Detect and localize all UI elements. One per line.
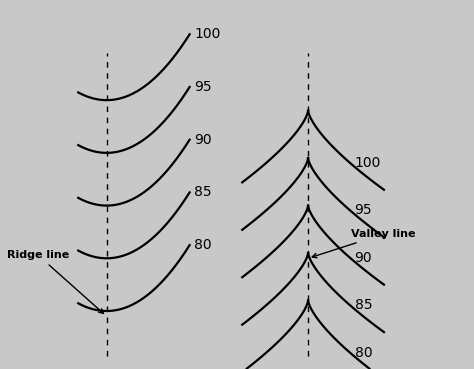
Text: 90: 90 (194, 133, 212, 147)
Text: 80: 80 (355, 345, 372, 359)
Text: 95: 95 (194, 80, 212, 94)
Text: Ridge line: Ridge line (7, 250, 103, 313)
Text: 95: 95 (355, 203, 372, 217)
Text: 85: 85 (355, 298, 372, 312)
Text: 100: 100 (355, 156, 381, 170)
Text: 90: 90 (355, 251, 372, 265)
Text: Valley line: Valley line (312, 229, 415, 258)
Text: 85: 85 (194, 185, 212, 199)
Text: 100: 100 (194, 27, 221, 41)
Text: 80: 80 (194, 238, 212, 252)
